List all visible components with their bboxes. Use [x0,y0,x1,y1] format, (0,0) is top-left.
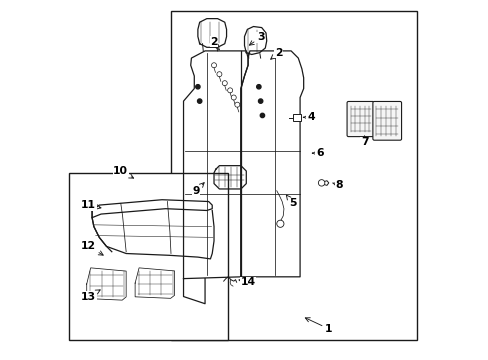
Circle shape [318,180,324,186]
Text: 8: 8 [332,180,343,190]
Text: 11: 11 [81,200,101,210]
Text: 14: 14 [239,277,255,287]
Circle shape [197,99,202,103]
Circle shape [260,113,264,118]
Text: 10: 10 [113,166,133,178]
Text: 1: 1 [305,318,332,334]
Circle shape [276,220,284,227]
Circle shape [258,99,262,103]
Bar [69,173,228,339]
Text: 12: 12 [81,241,103,255]
Bar [292,114,300,121]
FancyBboxPatch shape [372,102,401,140]
Text: 7: 7 [360,136,367,147]
Text: 5: 5 [286,195,296,208]
Text: 3: 3 [249,32,264,45]
Circle shape [211,63,216,68]
Text: 2: 2 [270,48,282,59]
Text: 4: 4 [303,112,314,122]
Text: 6: 6 [312,148,323,158]
Circle shape [227,88,232,93]
FancyBboxPatch shape [346,102,373,136]
Circle shape [217,72,222,77]
Circle shape [222,81,227,86]
Circle shape [195,85,200,89]
Circle shape [256,85,261,89]
Text: 2: 2 [210,37,219,50]
Text: 9: 9 [192,183,204,196]
Circle shape [234,102,239,107]
Text: 13: 13 [81,290,100,302]
Circle shape [231,95,236,100]
Bar [171,12,416,339]
